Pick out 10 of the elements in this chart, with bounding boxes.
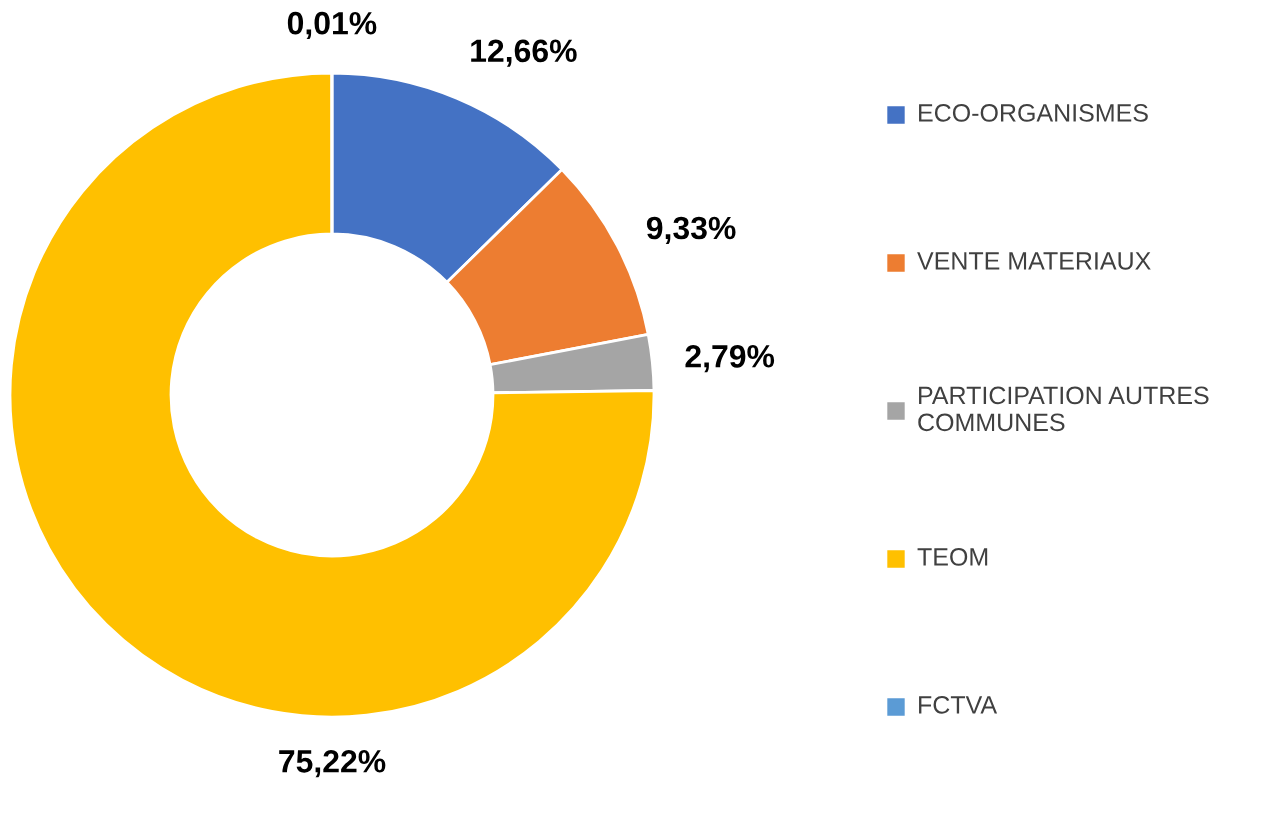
- legend-label: ECO-ORGANISMES: [919, 104, 1148, 122]
- legend-label: FCTVA: [919, 696, 998, 714]
- data-label: 12,66%: [471, 39, 577, 67]
- data-label: 2,79%: [685, 345, 775, 373]
- legend-label: PARTICIPATION AUTRES COMMUNES: [918, 386, 1209, 432]
- data-label: 75,22%: [279, 750, 386, 778]
- data-label: 0,01%: [287, 11, 377, 40]
- legend-label: TEOM: [917, 548, 988, 566]
- legend-label: VENTE MATERIAUX: [917, 252, 1151, 270]
- data-label: 9,33%: [646, 216, 736, 244]
